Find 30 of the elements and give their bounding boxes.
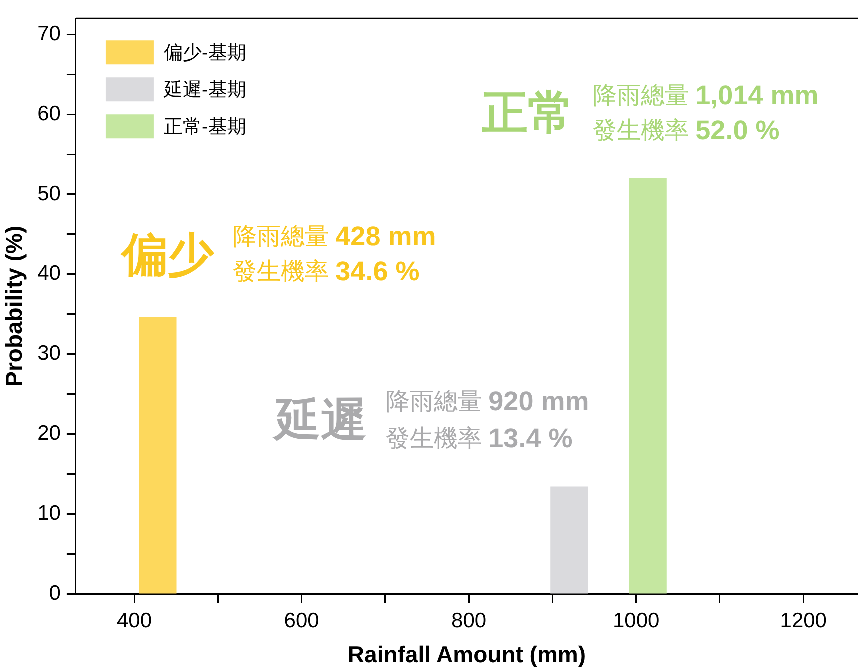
annotation: 發生機率 34.6 %: [233, 256, 420, 286]
x-tick-label: 400: [116, 610, 152, 633]
x-tick-label: 600: [284, 610, 320, 633]
x-tick-label: 1000: [612, 610, 660, 633]
bar: [550, 486, 588, 594]
annotation: 發生機率 52.0 %: [593, 115, 780, 146]
y-tick-label: 20: [38, 422, 61, 446]
legend-label: 正常-基期: [164, 116, 246, 138]
y-tick-label: 10: [38, 502, 61, 526]
annotation: 降雨總量 428 mm: [233, 221, 436, 252]
y-tick-label: 70: [38, 22, 61, 46]
y-tick-label: 0: [49, 582, 61, 605]
bar: [629, 178, 667, 594]
annotation: 降雨總量 920 mm: [386, 386, 590, 416]
x-tick-label: 800: [452, 610, 487, 633]
annotation: 偏少: [120, 228, 215, 281]
y-tick-label: 60: [38, 102, 61, 126]
legend-label: 延遲-基期: [162, 80, 246, 101]
annotation: 發生機率 13.4 %: [386, 423, 573, 454]
y-tick-label: 30: [38, 342, 61, 366]
annotation: 降雨總量 1,014 mm: [593, 80, 819, 110]
bar: [139, 317, 177, 594]
x-tick-label: 1200: [780, 610, 827, 633]
annotation: 延遲: [272, 394, 367, 446]
annotation: 正常: [482, 86, 574, 139]
y-axis-title: Probability (%): [1, 226, 28, 387]
y-tick-label: 40: [38, 262, 61, 286]
x-axis-title: Rainfall Amount (mm): [348, 642, 586, 668]
legend-label: 偏少-基期: [164, 42, 246, 64]
y-tick-label: 50: [38, 182, 61, 206]
